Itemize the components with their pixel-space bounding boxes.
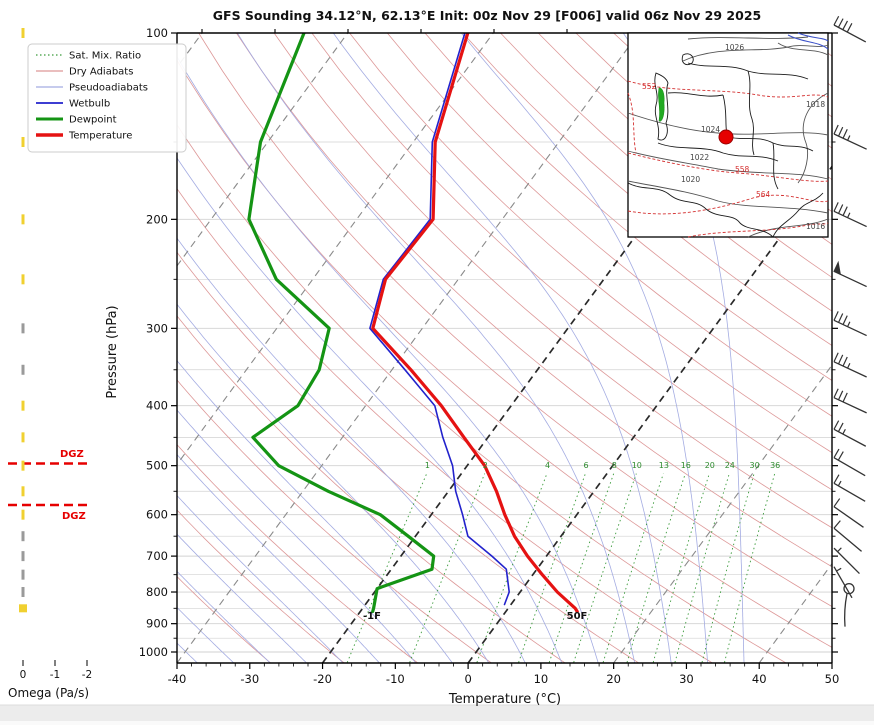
omega-axis-label-0: 0 bbox=[20, 669, 27, 681]
ytick-label-1000: 1000 bbox=[139, 645, 168, 659]
mixing-ratio-label-6: 6 bbox=[583, 461, 588, 470]
mixing-ratio-label-13: 13 bbox=[659, 461, 669, 470]
xtick-label--40: -40 bbox=[168, 672, 187, 686]
legend-label-wetbulb: Wetbulb bbox=[69, 99, 110, 110]
pressure-axis-label: Pressure (hPa) bbox=[105, 305, 120, 398]
dgz-label-lower: DGZ bbox=[62, 511, 86, 522]
map-label-1022: 1022 bbox=[690, 153, 709, 162]
mixing-ratio-label-24: 24 bbox=[725, 461, 735, 470]
map-label-552: 552 bbox=[642, 82, 657, 91]
xtick-label-50: 50 bbox=[825, 672, 840, 686]
map-precip-patch bbox=[658, 88, 664, 121]
mixing-ratio-label-20: 20 bbox=[705, 461, 715, 470]
ytick-label-600: 600 bbox=[146, 508, 168, 522]
map-label-1024: 1024 bbox=[701, 125, 720, 134]
ytick-label-900: 900 bbox=[146, 617, 168, 631]
mixing-ratio-label-16: 16 bbox=[681, 461, 691, 470]
mixing-ratio-label-36: 36 bbox=[770, 461, 780, 470]
mixing-ratio-label-1: 1 bbox=[425, 461, 430, 470]
mixing-ratio-label-30: 30 bbox=[750, 461, 760, 470]
xtick-label-0: 0 bbox=[464, 672, 471, 686]
ytick-label-500: 500 bbox=[146, 459, 168, 473]
map-label-564: 564 bbox=[756, 190, 771, 199]
map-label-1016: 1016 bbox=[806, 222, 825, 231]
ytick-label-300: 300 bbox=[146, 321, 168, 335]
legend-label-temperature: Temperature bbox=[68, 131, 132, 142]
mixing-ratio-label-10: 10 bbox=[632, 461, 642, 470]
xtick-label-40: 40 bbox=[752, 672, 767, 686]
mixing-ratio-label-4: 4 bbox=[545, 461, 550, 470]
legend-box: Sat. Mix. Ratio Dry Adiabats Pseudoadiab… bbox=[28, 44, 186, 152]
ytick-label-700: 700 bbox=[146, 549, 168, 563]
xtick-label-30: 30 bbox=[679, 672, 694, 686]
xtick-label-20: 20 bbox=[606, 672, 621, 686]
ytick-label-800: 800 bbox=[146, 585, 168, 599]
omega-axis-label--2: -2 bbox=[82, 669, 92, 681]
map-label-558: 558 bbox=[735, 165, 750, 174]
legend-label-sat-mix-ratio: Sat. Mix. Ratio bbox=[69, 51, 141, 62]
omega-axis-label--1: -1 bbox=[50, 669, 60, 681]
mixing-ratio-label-8: 8 bbox=[612, 461, 617, 470]
legend-label-pseudoadiabats: Pseudoadiabats bbox=[69, 83, 148, 94]
map-label-1018: 1018 bbox=[806, 100, 825, 109]
inset-map: 1026 1024 1022 1020 1018 1016 552 558 564 bbox=[628, 33, 828, 237]
temperature-axis-label: Temperature (°C) bbox=[448, 692, 561, 707]
ytick-label-400: 400 bbox=[146, 399, 168, 413]
ytick-label-100: 100 bbox=[146, 26, 168, 40]
mixing-ratio-label-2: 2 bbox=[483, 461, 488, 470]
legend-label-dewpoint: Dewpoint bbox=[69, 115, 117, 126]
xtick-label--20: -20 bbox=[313, 672, 332, 686]
dgz-label-upper: DGZ bbox=[60, 449, 84, 460]
station-location-dot bbox=[719, 130, 733, 144]
xtick-label--30: -30 bbox=[240, 672, 259, 686]
legend-label-dry-adiabats: Dry Adiabats bbox=[69, 67, 133, 78]
omega-axis-label: Omega (Pa/s) bbox=[8, 686, 89, 700]
map-label-1026: 1026 bbox=[725, 43, 744, 52]
ytick-label-200: 200 bbox=[146, 212, 168, 226]
chart-title: GFS Sounding 34.12°N, 62.13°E Init: 00z … bbox=[213, 8, 761, 23]
surface-dewpoint-label: -1F bbox=[363, 611, 381, 622]
xtick-label--10: -10 bbox=[386, 672, 405, 686]
xtick-label-10: 10 bbox=[534, 672, 549, 686]
surface-temperature-label: 50F bbox=[567, 611, 588, 622]
footer-strip bbox=[0, 705, 874, 721]
map-label-1020: 1020 bbox=[681, 175, 700, 184]
omega-surface-marker bbox=[19, 604, 27, 612]
